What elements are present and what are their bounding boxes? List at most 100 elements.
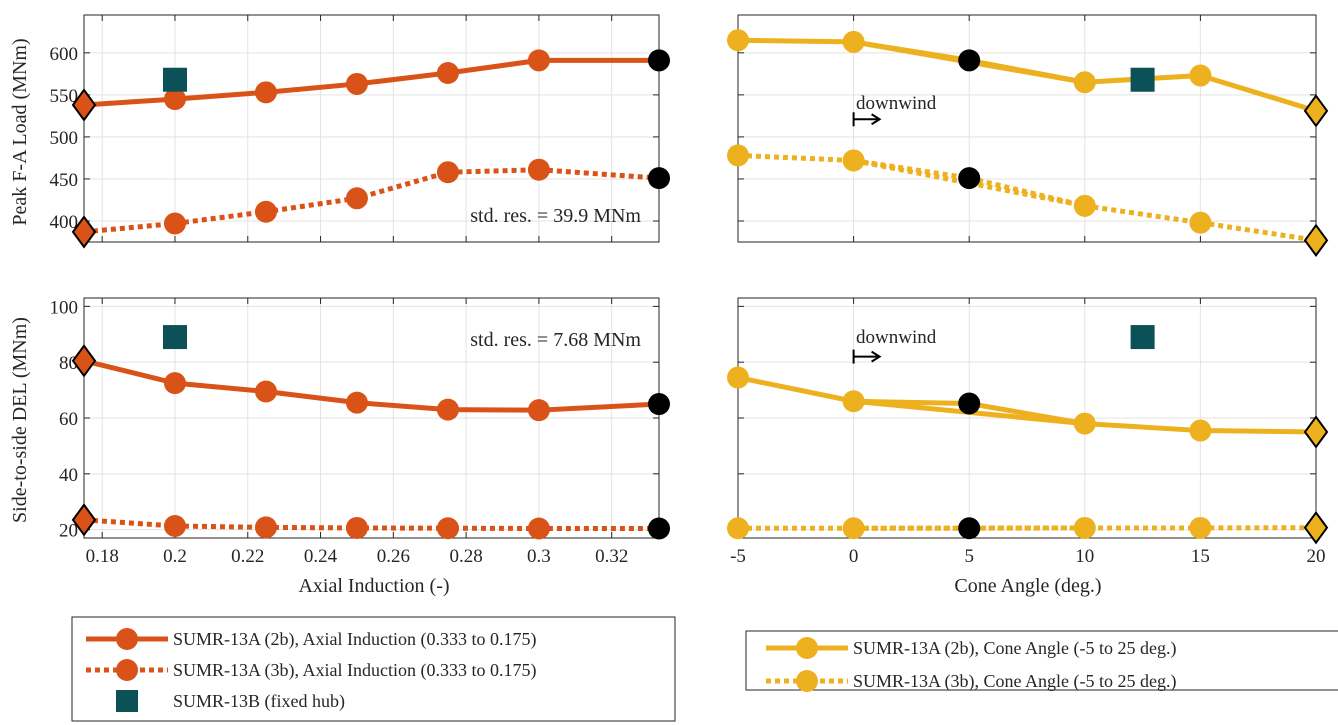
downwind-top-annotation: downwind xyxy=(856,93,937,114)
data-point xyxy=(1073,412,1096,435)
x-tick-label: 20 xyxy=(1307,546,1326,567)
data-point xyxy=(527,158,550,181)
series-connector-line xyxy=(538,167,660,181)
legend-item-label: SUMR-13A (3b), Axial Induction (0.333 to… xyxy=(173,660,536,681)
data-point xyxy=(1073,71,1096,94)
data-point xyxy=(727,517,749,540)
std-res-top-annotation: std. res. = 39.9 MNm xyxy=(470,205,641,227)
data-point xyxy=(1073,516,1096,539)
legend-marker xyxy=(796,637,818,659)
legend-marker xyxy=(796,670,818,692)
data-point xyxy=(527,49,550,72)
x-tick-label: 0 xyxy=(849,546,859,567)
right-xlabel: Cone Angle (deg.) xyxy=(954,575,1101,597)
y-tick-label: 40 xyxy=(59,465,78,486)
legend-item-label: SUMR-13A (2b), Cone Angle (-5 to 25 deg.… xyxy=(853,638,1176,659)
extreme-diamond-marker xyxy=(1303,510,1329,545)
extreme-diamond-marker xyxy=(71,344,97,378)
panel-cone-peak xyxy=(727,14,1329,258)
axes-frame xyxy=(737,14,1317,243)
legend-marker xyxy=(116,628,138,650)
panel-cone-del: -5 0 5 10 15 20 xyxy=(727,297,1329,567)
series-connector-line xyxy=(1200,220,1317,243)
data-point xyxy=(1189,64,1212,87)
data-point xyxy=(527,517,550,540)
x-tick-label: 0.28 xyxy=(449,546,482,567)
extreme-diamond-marker xyxy=(1303,94,1329,128)
x-tick-label: 0.18 xyxy=(86,546,119,567)
baseline-point xyxy=(958,392,981,415)
fixed-hub-square xyxy=(162,325,187,350)
series-connector-line xyxy=(83,96,176,108)
x-tick-label: 5 xyxy=(964,546,974,567)
baseline-point xyxy=(958,49,981,72)
legend-item-label: SUMR-13A (3b), Cone Angle (-5 to 25 deg.… xyxy=(853,671,1176,692)
legend-left-box xyxy=(71,616,676,722)
data-point xyxy=(727,29,749,52)
x-tick-label: -5 xyxy=(730,546,746,567)
data-point xyxy=(527,399,550,422)
x-tick-label: 0.2 xyxy=(163,546,187,567)
extreme-diamond-marker xyxy=(71,503,97,537)
baseline-point xyxy=(648,49,670,72)
baseline-point xyxy=(648,517,670,540)
data-point xyxy=(436,62,459,85)
data-point xyxy=(842,149,865,172)
axes-frame xyxy=(83,14,660,243)
series-connector-line xyxy=(1200,428,1317,435)
x-tick-label: 10 xyxy=(1075,546,1094,567)
data-point xyxy=(727,144,749,167)
legend-right-box xyxy=(745,630,1338,691)
data-point xyxy=(436,398,459,421)
fixed-hub-square xyxy=(1130,67,1155,92)
series-connector-line xyxy=(83,358,176,386)
baseline-point xyxy=(648,393,670,416)
x-tick-label: 0.32 xyxy=(595,546,628,567)
data-point xyxy=(254,200,277,223)
y-tick-label: 600 xyxy=(50,44,79,65)
series-line-3b xyxy=(737,152,1201,226)
extreme-diamond-marker xyxy=(1303,223,1329,258)
data-point xyxy=(842,390,865,413)
y-tick-label: 100 xyxy=(50,297,79,318)
extreme-diamond-marker xyxy=(1303,415,1329,449)
extreme-diamond-marker xyxy=(71,215,97,249)
data-point xyxy=(254,380,277,403)
legend-item-label: SUMR-13A (2b), Axial Induction (0.333 to… xyxy=(173,629,536,650)
x-tick-label: 15 xyxy=(1191,546,1210,567)
x-tick-label: 0.26 xyxy=(377,546,410,567)
data-point xyxy=(345,391,368,414)
baseline-point xyxy=(958,517,981,540)
extreme-diamond-marker xyxy=(71,88,97,122)
legend-item-label: SUMR-13B (fixed hub) xyxy=(173,691,345,712)
left-xlabel: Axial Induction (-) xyxy=(298,575,449,597)
y-tick-label: 60 xyxy=(59,409,78,430)
series-connector-line xyxy=(83,221,176,235)
legend-left: SUMR-13A (2b), Axial Induction (0.333 to… xyxy=(71,616,676,722)
legend-right: SUMR-13A (2b), Cone Angle (-5 to 25 deg.… xyxy=(745,630,1338,692)
data-point xyxy=(163,372,186,395)
bottom-ylabel: Side-to-side DEL (MNm) xyxy=(9,317,31,523)
panel-induction-del: 0.18 0.2 0.22 0.24 0.26 0.28 0.3 0.32 20 40 60 80 10… xyxy=(50,297,670,567)
top-ylabel: Peak F-A Load (MNm) xyxy=(9,38,31,225)
x-tick-label: 0.22 xyxy=(231,546,264,567)
data-point xyxy=(345,187,368,210)
data-point xyxy=(436,517,459,540)
y-tick-label: 400 xyxy=(50,212,79,233)
y-tick-label: 80 xyxy=(59,353,78,374)
data-point xyxy=(345,516,368,539)
series-connector-line xyxy=(83,517,176,529)
fixed-hub-square xyxy=(162,67,187,92)
data-point xyxy=(1189,419,1212,442)
y-tick-label: 500 xyxy=(50,128,79,149)
baseline-point xyxy=(648,167,670,190)
data-point xyxy=(163,212,186,235)
y-tick-label: 550 xyxy=(50,86,79,107)
downwind-arrow-head xyxy=(871,350,882,363)
downwind-arrow-head xyxy=(871,113,882,126)
x-tick-label: 0.24 xyxy=(304,546,338,567)
baseline-point xyxy=(958,167,981,190)
data-point xyxy=(1073,194,1096,217)
legend-marker xyxy=(116,690,138,712)
series-connector-line xyxy=(1199,73,1317,114)
